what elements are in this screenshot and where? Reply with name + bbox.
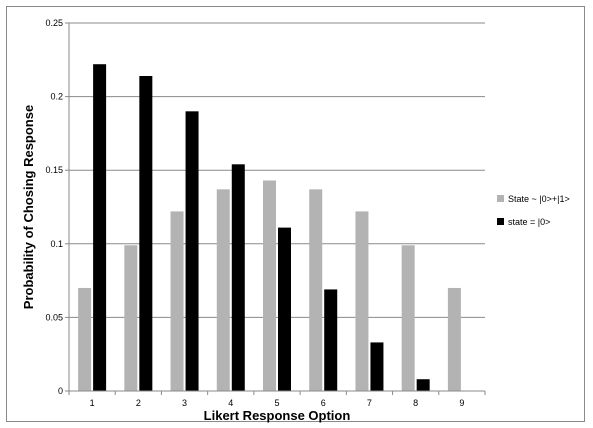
bar-state-zero bbox=[93, 64, 107, 391]
y-tick-labels: 0 0.05 0.1 0.15 0.2 0.25 bbox=[45, 18, 63, 396]
bar-superposition bbox=[263, 180, 276, 391]
bar-superposition bbox=[78, 287, 92, 391]
bar-state-zero bbox=[185, 111, 199, 391]
bar-state-zero bbox=[324, 289, 338, 391]
x-axis-title: Likert Response Option bbox=[204, 408, 351, 423]
y-tick-label: 0.1 bbox=[50, 239, 63, 249]
y-tick-label: 0.05 bbox=[45, 312, 63, 322]
bar-superposition bbox=[170, 211, 184, 391]
bar-superposition bbox=[355, 211, 369, 391]
bar-chart: 0 0.05 0.1 0.15 0.2 0.25 1 2 3 4 5 6 7 8 9 Likert Res… bbox=[21, 18, 570, 423]
legend: State ~ |0>+|1> state = |0> bbox=[497, 194, 570, 227]
bar-state-zero bbox=[370, 342, 384, 391]
y-tick-label: 0.25 bbox=[45, 18, 63, 28]
y-tick-label: 0.15 bbox=[45, 165, 63, 175]
x-tick-labels: 1 2 3 4 5 6 7 8 9 bbox=[68, 391, 486, 408]
y-axis-title: Probability of Chosing Response bbox=[21, 105, 36, 309]
legend-swatch bbox=[497, 218, 504, 225]
x-tick-label: 5 bbox=[274, 398, 279, 408]
bar-superposition bbox=[309, 189, 323, 391]
bar-superposition bbox=[447, 287, 461, 391]
legend-label: state = |0> bbox=[508, 217, 550, 227]
gridlines bbox=[65, 22, 485, 392]
bar-state-zero bbox=[416, 379, 430, 391]
legend-label: State ~ |0>+|1> bbox=[508, 194, 570, 204]
x-tick-label: 1 bbox=[90, 398, 95, 408]
x-tick-label: 8 bbox=[413, 398, 418, 408]
y-tick-label: 0.2 bbox=[50, 92, 63, 102]
bar-state-zero bbox=[278, 227, 291, 391]
bar-superposition bbox=[401, 245, 415, 391]
x-tick-label: 4 bbox=[228, 398, 233, 408]
x-tick-label: 7 bbox=[367, 398, 372, 408]
bar-state-zero bbox=[231, 164, 245, 391]
y-tick-label: 0 bbox=[58, 386, 63, 396]
x-tick-label: 3 bbox=[182, 398, 187, 408]
bar-superposition bbox=[216, 189, 230, 391]
bars bbox=[78, 64, 461, 391]
legend-swatch bbox=[497, 195, 504, 202]
x-tick-label: 9 bbox=[459, 398, 464, 408]
x-tick-label: 2 bbox=[136, 398, 141, 408]
x-tick-label: 6 bbox=[321, 398, 326, 408]
chart-frame: 0 0.05 0.1 0.15 0.2 0.25 1 2 3 4 5 6 7 8 9 Likert Res… bbox=[6, 6, 585, 423]
bar-superposition bbox=[124, 245, 138, 391]
bar-state-zero bbox=[139, 75, 153, 391]
